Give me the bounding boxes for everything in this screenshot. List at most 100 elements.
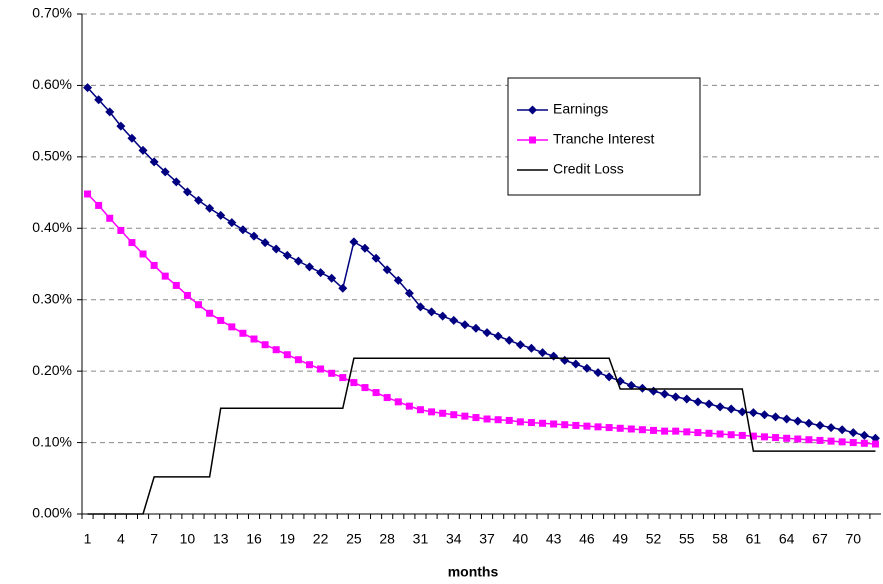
point (171, 177, 181, 187)
point (116, 121, 126, 131)
point (871, 440, 879, 448)
legend: Earnings Tranche Interest Credit Loss (507, 77, 701, 196)
point (771, 412, 781, 422)
x-tick-label: 40 (513, 531, 529, 547)
x-tick-label: 4 (117, 531, 125, 547)
point (604, 372, 614, 382)
point (138, 145, 148, 155)
x-tick-label: 61 (746, 531, 762, 547)
legend-label: Tranche Interest (553, 131, 655, 147)
x-tick-label: 55 (679, 531, 695, 547)
y-tick-label: 0.60% (32, 76, 72, 92)
point (349, 237, 359, 247)
point (404, 288, 414, 298)
point (650, 426, 658, 434)
point (672, 427, 680, 435)
point (560, 355, 570, 365)
x-tick-label: 49 (612, 531, 628, 547)
point (859, 430, 869, 440)
point (382, 265, 392, 275)
point (504, 335, 514, 345)
point (339, 374, 347, 382)
x-tick-label: 46 (579, 531, 595, 547)
x-tick-label: 25 (346, 531, 362, 547)
point (682, 394, 692, 404)
point (660, 389, 670, 399)
point (815, 420, 825, 430)
point (749, 432, 757, 440)
point (428, 408, 436, 416)
point (483, 415, 491, 423)
point (228, 323, 236, 331)
x-tick-label: 34 (446, 531, 462, 547)
point (84, 190, 92, 198)
point (172, 281, 180, 289)
point (583, 422, 591, 430)
point (282, 250, 292, 260)
point (182, 187, 192, 197)
point (383, 394, 391, 402)
point (782, 414, 792, 424)
point (726, 404, 736, 414)
series-line (86, 87, 876, 440)
point (216, 210, 226, 220)
point (671, 392, 681, 402)
y-tick-label: 0.30% (32, 290, 72, 306)
point (582, 363, 592, 373)
point (150, 261, 158, 269)
point (772, 434, 780, 442)
point (759, 410, 769, 420)
point (317, 365, 325, 373)
point (493, 331, 503, 341)
x-tick-label: 52 (646, 531, 662, 547)
point (649, 386, 659, 396)
point (139, 250, 147, 258)
point (83, 83, 93, 93)
series (83, 83, 880, 443)
point (304, 262, 314, 272)
point (704, 399, 714, 409)
x-tick-label: 28 (379, 531, 395, 547)
series (87, 357, 876, 515)
point (427, 307, 437, 317)
point (793, 416, 803, 426)
point (549, 351, 559, 361)
point (760, 433, 768, 441)
x-tick-label: 37 (479, 531, 495, 547)
point (516, 418, 524, 426)
point (128, 239, 136, 247)
point (195, 301, 203, 309)
series-line (87, 193, 876, 445)
point (461, 412, 469, 420)
point (393, 275, 403, 285)
point (727, 431, 735, 439)
point (572, 421, 580, 429)
x-tick-label: 43 (546, 531, 562, 547)
point (737, 407, 747, 417)
x-tick-label: 10 (180, 531, 196, 547)
series-line (87, 357, 876, 515)
point (837, 425, 847, 435)
point (117, 226, 125, 234)
point (361, 384, 369, 392)
point (605, 424, 613, 432)
point (748, 408, 758, 418)
point (715, 402, 725, 412)
point (505, 416, 513, 424)
x-tick-label: 70 (845, 531, 861, 547)
point (594, 423, 602, 431)
point (106, 214, 114, 222)
point (683, 428, 691, 436)
x-tick-label: 31 (413, 531, 429, 547)
point (794, 435, 802, 443)
point (538, 348, 548, 358)
point (250, 335, 258, 343)
point (371, 253, 381, 263)
point (805, 436, 813, 444)
point (561, 421, 569, 429)
x-tick-label: 22 (313, 531, 329, 547)
point (804, 418, 814, 428)
point (360, 243, 370, 253)
x-tick-label: 58 (712, 531, 728, 547)
